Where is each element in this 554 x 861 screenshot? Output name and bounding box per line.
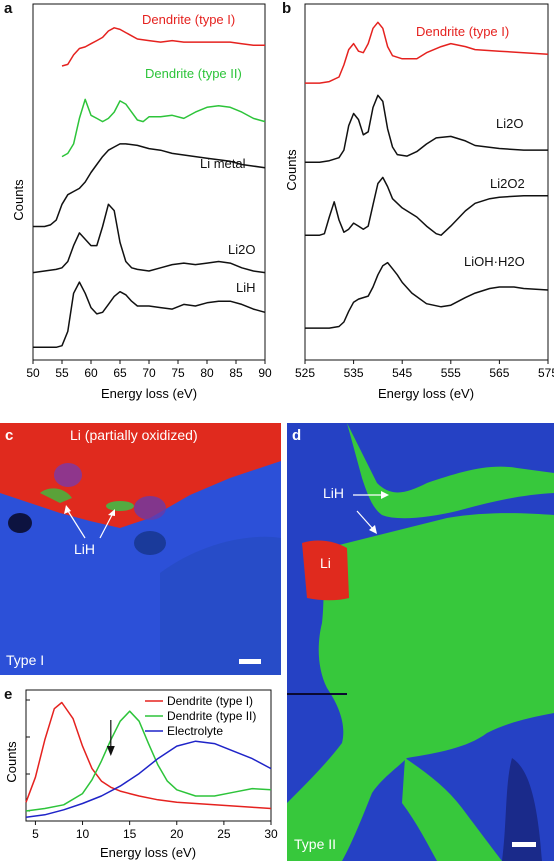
legend-label-electrolyte: Electrolyte: [167, 724, 223, 738]
x-tick-label-e-0: 5: [32, 827, 39, 841]
chart-e: 5 10 15 20 25 30 Counts Energy loss (eV) Dend…: [4, 689, 278, 860]
x-tick-label-a-3: 65: [113, 366, 127, 380]
x-tick-label-a-6: 80: [200, 366, 214, 380]
arrow-head-e: [106, 746, 115, 756]
label-type-ii: Type II: [294, 836, 337, 852]
panel-c-regions: [0, 423, 281, 675]
series-label-a-lih: LiH: [236, 280, 256, 295]
series-label-a-d1: Dendrite (type I): [142, 12, 235, 27]
x-tick-label-a-1: 55: [55, 366, 69, 380]
series-line-a-2: [33, 143, 266, 228]
x-tick-label-a-5: 75: [171, 366, 185, 380]
ylabel-b: Counts: [284, 149, 299, 191]
series-line-a-1: [61, 98, 266, 158]
panel-d-regions: [287, 423, 554, 861]
legend-label-d1: Dendrite (type I): [167, 694, 253, 708]
xlabel-e: Energy loss (eV): [100, 845, 196, 860]
x-tick-label-e-1: 10: [76, 827, 90, 841]
x-tick-label-b-3: 555: [441, 366, 461, 380]
series-line-e-1: [25, 710, 272, 812]
x-tick-label-b-1: 535: [344, 366, 364, 380]
ylabel-a: Counts: [11, 179, 26, 221]
panel-e: e 5 10 15 20 25 30 Counts Energy loss (eV) De…: [0, 686, 285, 861]
x-tick-label-b-5: 575: [538, 366, 554, 380]
label-type-i: Type I: [6, 652, 45, 668]
x-tick-label-a-4: 70: [142, 366, 156, 380]
panel-a: a 50 55 60 65 70 75 80 85 90 Counts Energy loss …: [0, 0, 280, 405]
xlabel-a: Energy loss (eV): [101, 386, 197, 401]
series-line-b-3: [305, 261, 549, 329]
series-line-a-3: [32, 203, 266, 274]
panel-letter-e: e: [4, 686, 13, 703]
x-tick-label-a-2: 60: [84, 366, 98, 380]
label-li-partially-oxidized: Li (partially oxidized): [70, 427, 198, 443]
x-tick-label-b-2: 545: [392, 366, 412, 380]
panel-letter-d: d: [292, 427, 302, 444]
series-line-a-4: [33, 281, 266, 349]
panel-letter-a: a: [4, 0, 13, 17]
panel-b: b 525 535 545 555 565 575 Counts Energy loss …: [278, 0, 554, 405]
series-label-b-d1: Dendrite (type I): [416, 24, 509, 39]
series-line-a-0: [61, 27, 265, 67]
series-label-b-li2o: Li2O: [496, 116, 523, 131]
x-tick-label-e-5: 30: [264, 827, 278, 841]
legend-label-d2: Dendrite (type II): [167, 709, 256, 723]
ylabel-e: Counts: [4, 741, 19, 783]
plot-frame-e: [25, 689, 272, 822]
x-tick-label-b-0: 525: [295, 366, 315, 380]
panel-c-map: c Li (partially oxidized) LiH Type I: [0, 423, 281, 675]
x-tick-label-a-7: 85: [229, 366, 243, 380]
series-label-a-d2: Dendrite (type II): [145, 66, 242, 81]
arrow-marker-e: [106, 720, 115, 756]
series-line-b-1: [305, 94, 548, 163]
series-line-e-2: [25, 740, 272, 819]
x-tick-label-e-3: 20: [170, 827, 184, 841]
panel-d-map: d LiH Li Type II: [287, 423, 554, 861]
legend-e: Dendrite (type I) Dendrite (type II) Ele…: [145, 694, 256, 738]
chart-b: 525 535 545 555 565 575 Counts Energy loss (e…: [284, 3, 554, 401]
scale-bar-d: [512, 842, 536, 847]
x-tick-label-e-4: 25: [217, 827, 231, 841]
series-label-a-li2o: Li2O: [228, 242, 255, 257]
x-tick-label-a-8: 90: [258, 366, 272, 380]
series-label-a-li: Li metal: [200, 156, 246, 171]
label-li-d: Li: [320, 555, 331, 571]
xlabel-b: Energy loss (eV): [378, 386, 474, 401]
series-label-b-lioh: LiOH·H2O: [464, 254, 525, 269]
plot-frame-b: [304, 3, 549, 361]
x-tick-label-a-0: 50: [26, 366, 40, 380]
label-lih-d: LiH: [323, 485, 345, 501]
label-lih-c: LiH: [74, 541, 96, 557]
panel-letter-b: b: [282, 0, 292, 17]
chart-a: 50 55 60 65 70 75 80 85 90 Counts Energy loss (e…: [11, 3, 272, 401]
scale-bar-c: [239, 659, 261, 664]
series-line-b-2: [305, 176, 548, 236]
lih-arrows-d: [353, 491, 389, 534]
panel-letter-c: c: [5, 427, 14, 444]
lih-arrows-c: [64, 505, 115, 539]
series-label-b-li2o2: Li2O2: [490, 176, 525, 191]
x-tick-label-e-2: 15: [123, 827, 137, 841]
x-tick-label-b-4: 565: [489, 366, 509, 380]
series-line-b-0: [305, 21, 549, 84]
